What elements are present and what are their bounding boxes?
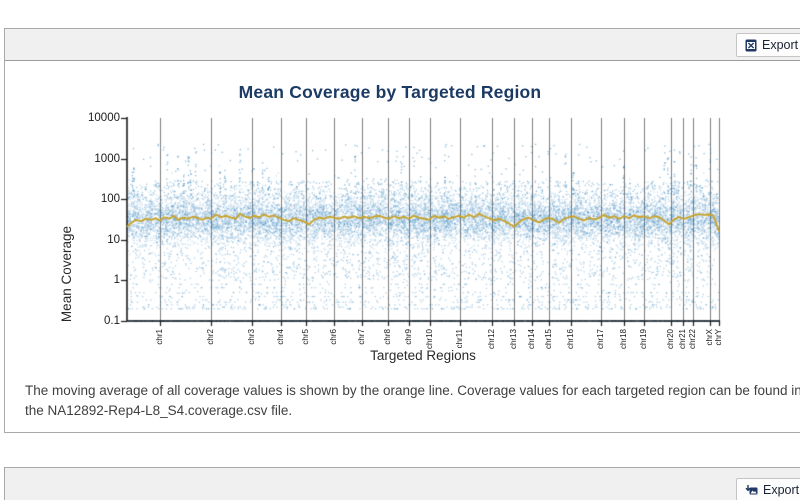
chr-tick-label: chr15 — [544, 329, 553, 350]
chr-tick-label: chr12 — [487, 329, 496, 350]
excel-file-icon — [745, 39, 757, 52]
export-image-label: Export ( — [763, 483, 800, 497]
chr-tick-label: chr22 — [688, 329, 697, 350]
scatter-plot-canvas — [0, 60, 800, 380]
chr-tick-label: chr14 — [527, 329, 536, 350]
next-section-panel: Export ( — [4, 467, 800, 500]
image-download-icon — [745, 484, 758, 496]
chr-tick-label: chr20 — [666, 329, 675, 350]
x-axis-label: Targeted Regions — [370, 348, 476, 363]
y-tick-label: 0.1 — [104, 315, 120, 327]
chr-tick-label: chr11 — [455, 329, 464, 349]
chr-tick-label: chr18 — [619, 329, 628, 350]
coverage-chart: Mean Coverage by Targeted Region Mean Co… — [0, 60, 800, 432]
chr-tick-label: chr2 — [206, 329, 215, 345]
y-tick-label: 1 — [113, 274, 120, 287]
chart-caption: The moving average of all coverage value… — [25, 381, 800, 421]
chr-tick-label: chr10 — [425, 329, 434, 350]
chr-tick-label: chr1 — [155, 329, 164, 345]
chr-tick-label: chr4 — [276, 329, 285, 345]
chr-tick-label: chr8 — [383, 329, 392, 345]
y-tick-label: 10000 — [88, 112, 120, 124]
chr-tick-label: chr19 — [639, 329, 648, 350]
chr-tick-label: chr13 — [509, 329, 518, 350]
chr-tick-label: chr16 — [566, 329, 575, 350]
chr-tick-label: chr3 — [247, 329, 256, 345]
next-section-header: Export ( — [5, 468, 800, 500]
export-csv-label: Export ( — [762, 38, 800, 52]
chr-tick-label: chrX — [705, 329, 714, 346]
y-tick-label: 100 — [100, 193, 120, 206]
caption-line2: the NA12892-Rep4-L8_S4.coverage.csv file… — [25, 403, 293, 418]
export-image-button[interactable]: Export ( — [736, 478, 800, 500]
caption-line1: The moving average of all coverage value… — [25, 383, 800, 398]
chr-tick-label: chr21 — [678, 329, 687, 350]
coverage-panel-header: Export ( — [5, 29, 800, 61]
y-tick-label: 10 — [107, 233, 120, 246]
chr-tick-label: chr9 — [404, 329, 413, 345]
chr-tick-label: chr17 — [596, 329, 605, 350]
chr-tick-label: chr7 — [357, 329, 366, 345]
export-csv-button[interactable]: Export ( — [736, 33, 800, 57]
y-tick-label: 1000 — [94, 152, 120, 165]
chr-tick-label: chrY — [714, 329, 723, 346]
chr-tick-label: chr6 — [329, 329, 338, 345]
chr-tick-label: chr5 — [301, 329, 310, 345]
